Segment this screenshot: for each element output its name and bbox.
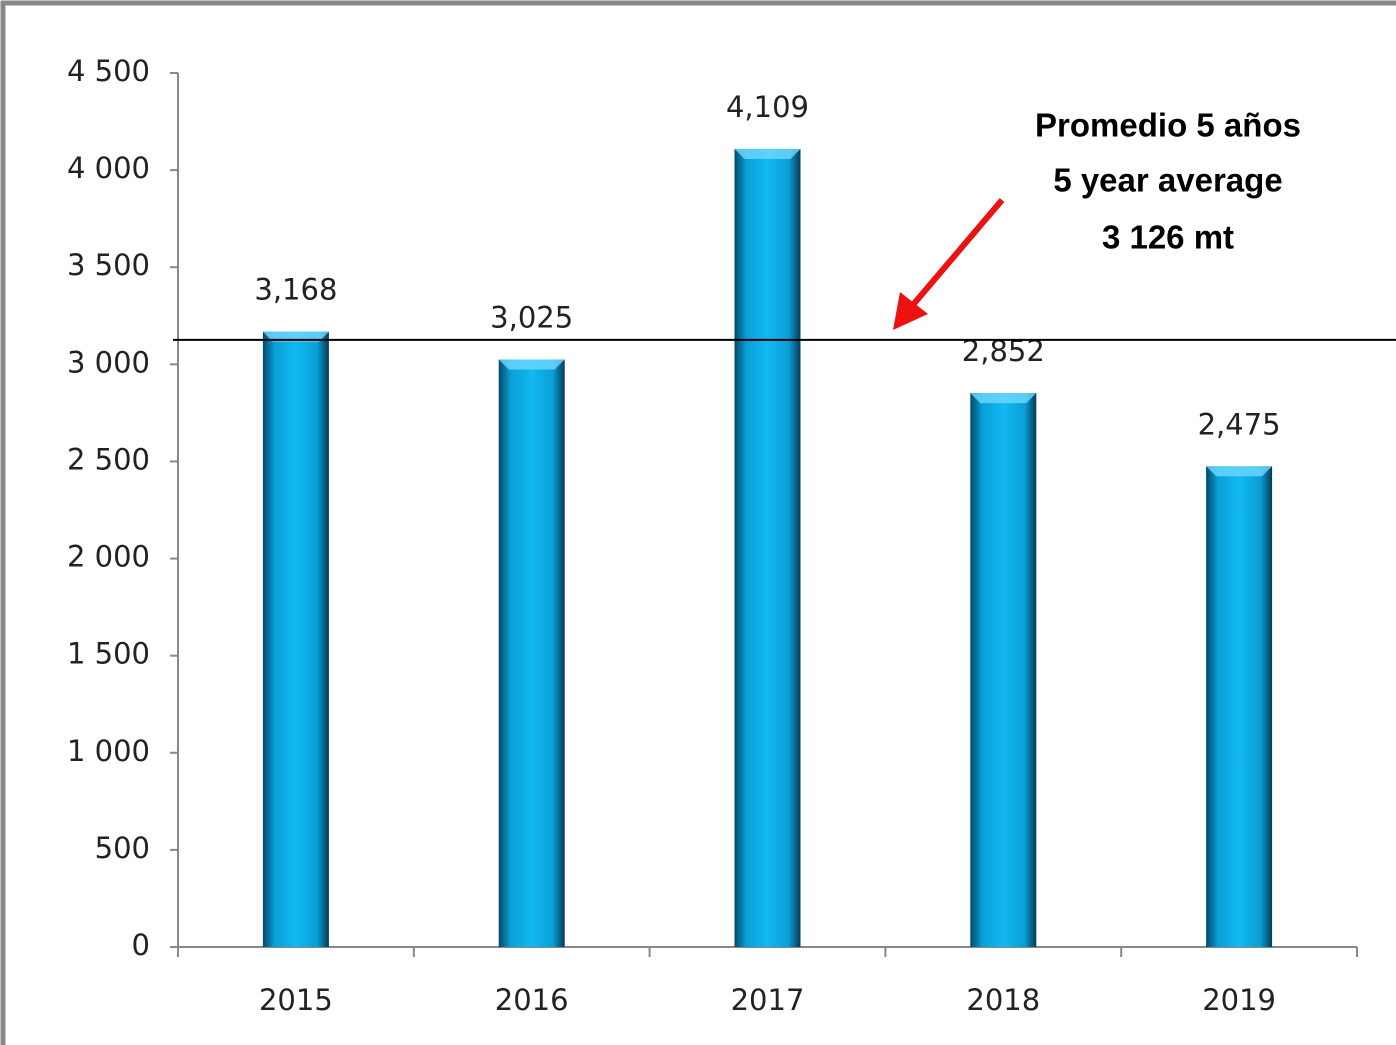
bar [734, 148, 801, 947]
y-tick-label: 2 000 [67, 540, 150, 574]
annotation: Promedio 5 años [1035, 107, 1301, 144]
y-tick-label: 2 500 [67, 442, 150, 476]
data-label: 2,475 [1198, 407, 1281, 441]
x-tick-label: 2015 [259, 983, 333, 1017]
bar-cap [970, 393, 1037, 404]
bar [1206, 466, 1273, 947]
x-tick-label: 2016 [495, 983, 569, 1017]
bar-cap [498, 359, 565, 370]
y-tick-label: 3 000 [67, 345, 150, 379]
data-label: 4,109 [726, 90, 809, 124]
data-label: 3,025 [490, 300, 573, 334]
x-tick-label: 2018 [966, 983, 1040, 1017]
x-tick-label: 2017 [731, 983, 805, 1017]
y-tick-label: 4 000 [67, 151, 150, 185]
x-tick-label: 2019 [1202, 983, 1276, 1017]
data-label: 3,168 [254, 273, 337, 307]
bar [970, 393, 1037, 947]
bar [498, 359, 565, 947]
y-tick-label: 1 000 [67, 734, 150, 768]
bar-cap [1206, 466, 1273, 477]
annotation: 5 year average [1053, 162, 1282, 199]
y-tick-label: 0 [132, 928, 150, 962]
y-tick-label: 500 [95, 831, 150, 865]
bar-cap [734, 148, 801, 159]
y-tick-label: 3 500 [67, 248, 150, 282]
arrow [909, 198, 1005, 308]
y-tick-label: 4 500 [67, 54, 150, 88]
annotation: 3 126 mt [1102, 219, 1234, 256]
bar [262, 331, 329, 948]
arrow-head [893, 292, 928, 330]
y-tick-label: 1 500 [67, 637, 150, 671]
